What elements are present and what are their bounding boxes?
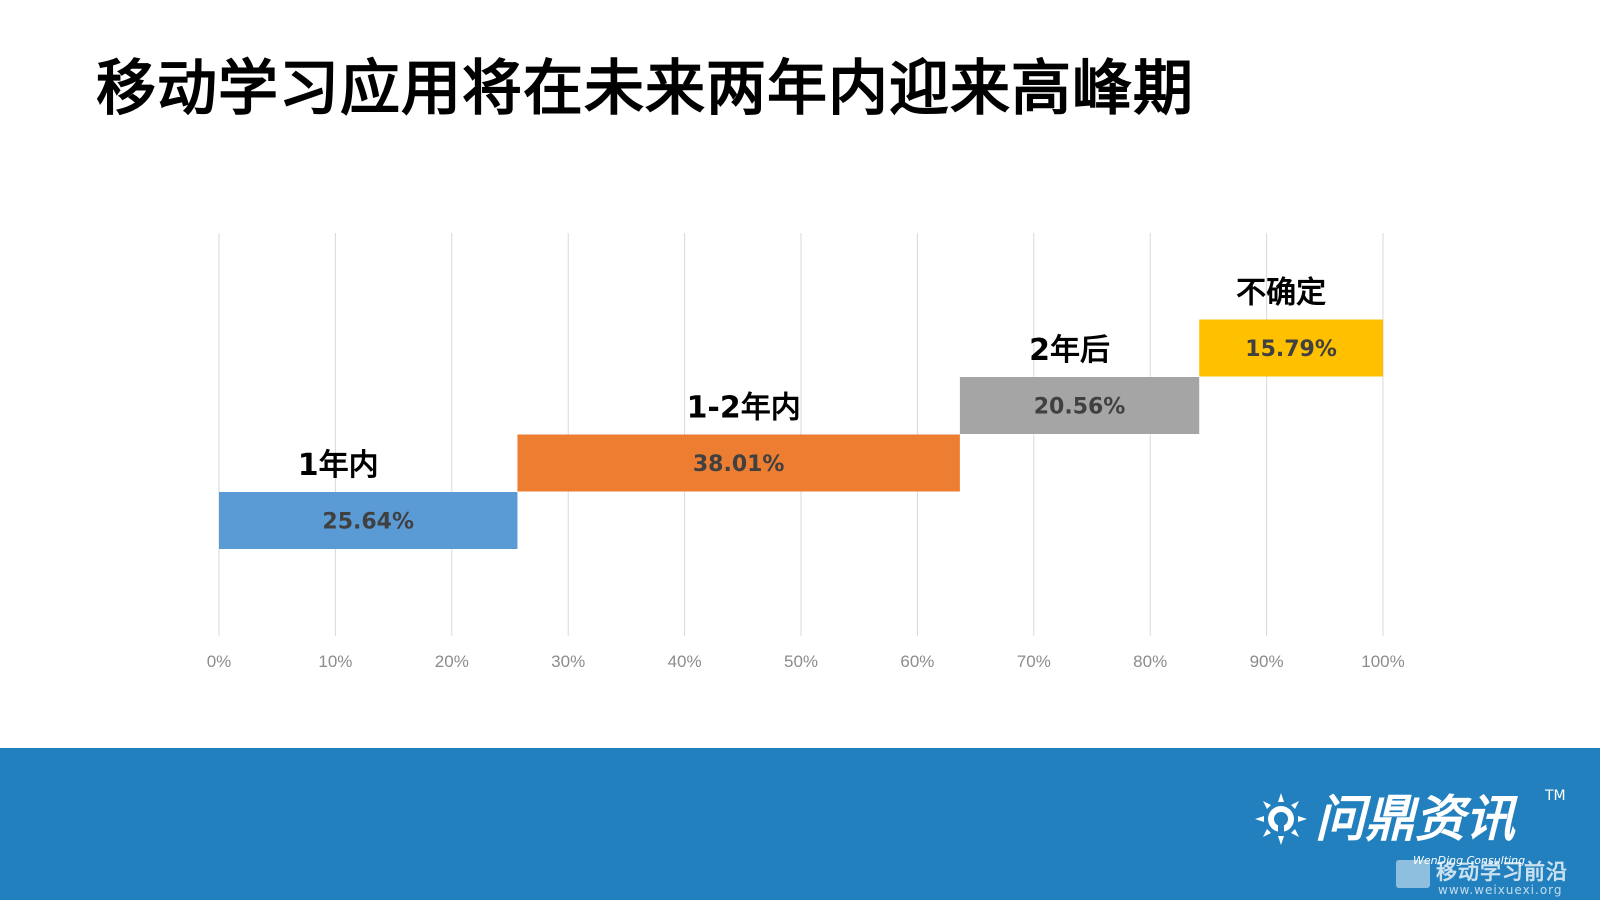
- x-tick-label: 90%: [1250, 652, 1284, 671]
- bar-category-label: 1年内: [298, 448, 379, 483]
- watermark: 移动学习前沿 www.weixuexi.org: [1396, 856, 1600, 900]
- bar-value-label: 20.56%: [1034, 395, 1126, 420]
- bar-value-label: 38.01%: [693, 452, 785, 477]
- x-tick-label: 60%: [900, 652, 934, 671]
- x-tick-label: 30%: [551, 652, 585, 671]
- waterfall-chart: 25.64% 1年内 38.01% 1-2年内 20.56% 2年后 15.79% 不确定 0…: [207, 233, 1405, 671]
- watermark-text: 移动学习前沿: [1436, 860, 1568, 884]
- slide-title: 移动学习应用将在未来两年内迎来高峰期: [96, 54, 1194, 124]
- bar-segment: [1199, 319, 1383, 377]
- bar-segment: [959, 377, 1200, 434]
- brand-logo: 问鼎资讯 TM WenDing Consulting: [1255, 784, 1566, 867]
- x-tick-label: 100%: [1361, 652, 1404, 671]
- x-tick-label: 80%: [1133, 652, 1167, 671]
- brand-trademark: TM: [1545, 788, 1566, 804]
- watermark-book-icon: [1396, 860, 1430, 888]
- chart-gridlines: [218, 233, 1384, 636]
- watermark-url: www.weixuexi.org: [1438, 883, 1563, 897]
- footer-band: 问鼎资讯 TM WenDing Consulting 移动学习前沿 www.we…: [0, 748, 1600, 900]
- bar-value-label: 25.64%: [322, 510, 414, 535]
- brand-name: 问鼎资讯: [1315, 790, 1515, 848]
- bar-value-label: 15.79%: [1245, 337, 1337, 362]
- bar-category-label: 不确定: [1236, 276, 1326, 311]
- chart-bars: 25.64% 1年内 38.01% 1-2年内 20.56% 2年后 15.79% 不确定: [219, 276, 1383, 549]
- x-tick-label: 20%: [435, 652, 469, 671]
- chart-x-ticks: 0% 10% 20% 30% 40% 50% 60% 70% 80% 90% 100%: [207, 652, 1405, 671]
- sun-icon: [1255, 793, 1307, 845]
- brand-english: WenDing Consulting: [1413, 854, 1526, 867]
- x-tick-label: 10%: [318, 652, 352, 671]
- x-tick-label: 40%: [668, 652, 702, 671]
- x-tick-label: 70%: [1017, 652, 1051, 671]
- bar-segment: [219, 492, 518, 549]
- x-tick-label: 0%: [207, 652, 232, 671]
- x-tick-label: 50%: [784, 652, 818, 671]
- bar-category-label: 2年后: [1029, 333, 1110, 368]
- bar-category-label: 1-2年内: [687, 391, 801, 426]
- bar-segment: [517, 434, 960, 492]
